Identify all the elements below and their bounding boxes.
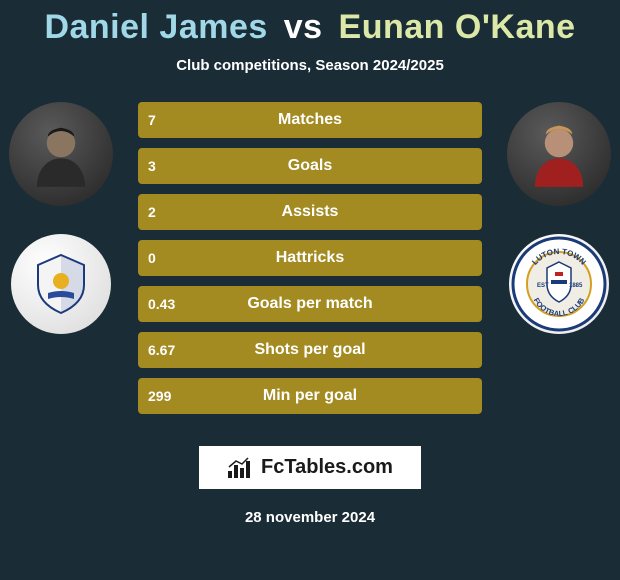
player2-avatar: [507, 102, 611, 206]
stat-row: 7Matches: [138, 102, 482, 138]
stat-label: Assists: [138, 194, 482, 230]
stats-table: 7Matches 3Goals 2Assists 0Hattricks 0.43Goal…: [138, 102, 482, 424]
header: Daniel James vs Eunan O'Kane Club compet…: [0, 0, 620, 74]
stat-label: Goals: [138, 148, 482, 184]
subtitle: Club competitions, Season 2024/2025: [0, 57, 620, 74]
player2-club-badge: LUTON TOWN FOOTBALL CLUB EST 1885: [509, 234, 609, 334]
stat-label: Matches: [138, 102, 482, 138]
person-icon: [524, 119, 594, 189]
player1-club-badge: [11, 234, 111, 334]
stat-row: 6.67Shots per goal: [138, 332, 482, 368]
shield-icon: [26, 249, 96, 319]
brand-box[interactable]: FcTables.com: [199, 446, 421, 489]
brand-label: FcTables.com: [261, 456, 393, 479]
footer-date: 28 november 2024: [245, 509, 375, 526]
right-player-column: LUTON TOWN FOOTBALL CLUB EST 1885: [504, 102, 614, 334]
stat-row: 299Min per goal: [138, 378, 482, 414]
stat-label: Min per goal: [138, 378, 482, 414]
chart-bars-icon: [227, 457, 253, 479]
left-player-column: [6, 102, 116, 334]
stat-row: 2Assists: [138, 194, 482, 230]
stat-row: 0Hattricks: [138, 240, 482, 276]
stat-label: Goals per match: [138, 286, 482, 322]
page-title: Daniel James vs Eunan O'Kane: [0, 8, 620, 47]
player2-name: Eunan O'Kane: [339, 8, 576, 46]
main-content: LUTON TOWN FOOTBALL CLUB EST 1885 7Match…: [0, 102, 620, 432]
player1-name: Daniel James: [44, 8, 267, 46]
club-crest-icon: LUTON TOWN FOOTBALL CLUB EST 1885: [511, 236, 607, 332]
stat-row: 0.43Goals per match: [138, 286, 482, 322]
person-icon: [26, 119, 96, 189]
svg-text:EST: EST: [537, 283, 549, 289]
stat-label: Shots per goal: [138, 332, 482, 368]
vs-label: vs: [284, 8, 323, 46]
stat-label: Hattricks: [138, 240, 482, 276]
player1-avatar: [9, 102, 113, 206]
svg-text:1885: 1885: [569, 283, 583, 289]
stat-row: 3Goals: [138, 148, 482, 184]
footer: FcTables.com 28 november 2024: [0, 446, 620, 526]
